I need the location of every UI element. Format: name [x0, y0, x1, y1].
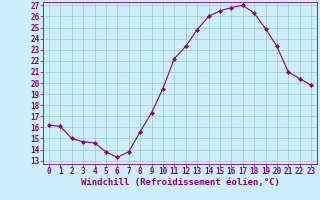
- X-axis label: Windchill (Refroidissement éolien,°C): Windchill (Refroidissement éolien,°C): [81, 178, 279, 187]
